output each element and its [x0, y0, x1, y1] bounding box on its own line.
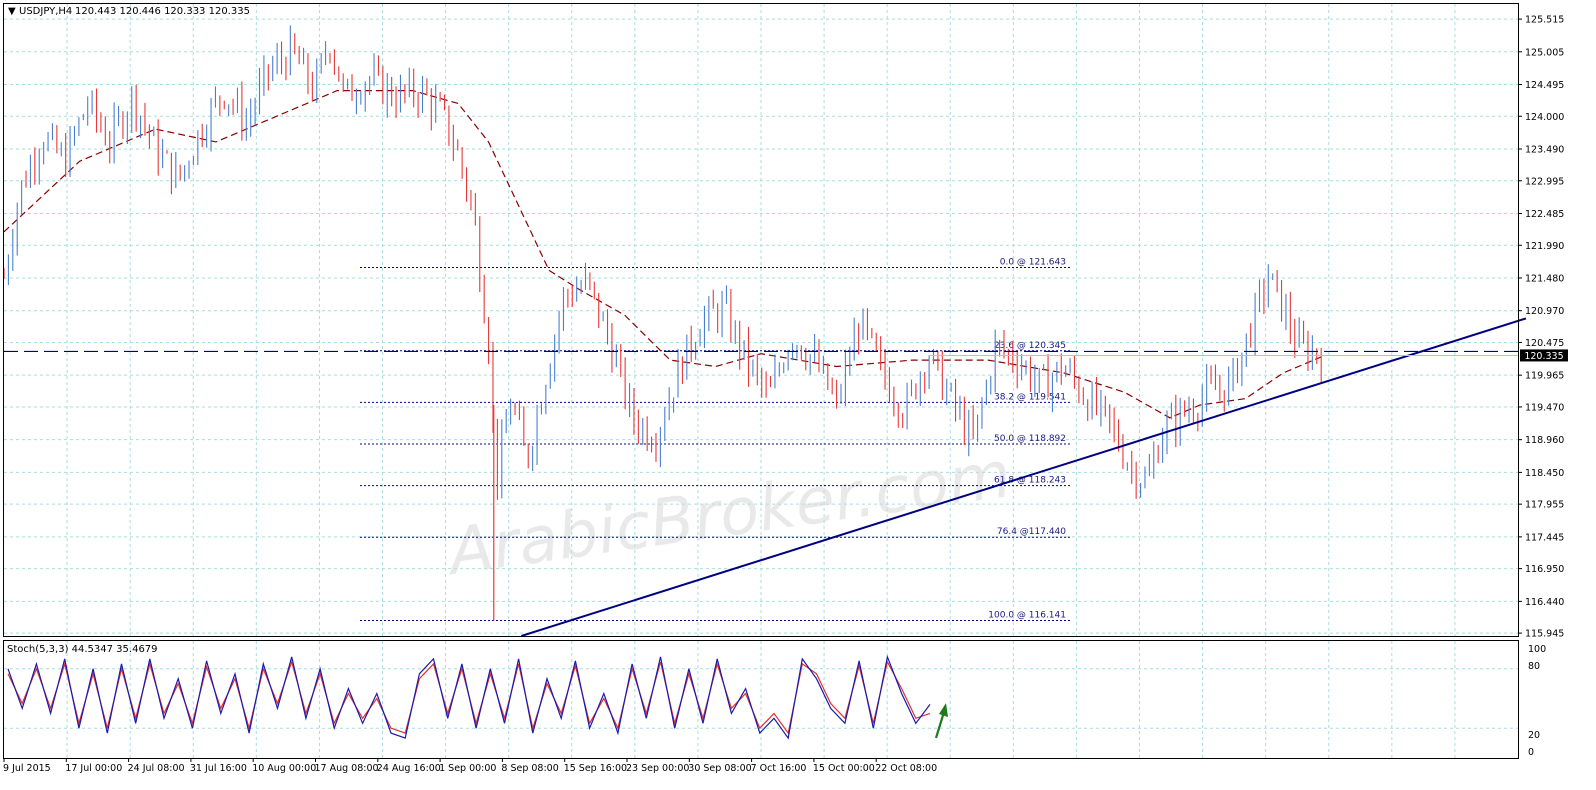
x-tick-label: 8 Sep 08:00	[501, 763, 558, 774]
fib-level-label: 61.8 @ 118.243	[994, 476, 1066, 486]
trendline-line[interactable]	[521, 317, 1527, 637]
current-price-label: 120.335	[1524, 351, 1563, 362]
x-tick-label: 9 Jul 2015	[3, 763, 51, 774]
y-tick-label: 125.515	[1525, 15, 1564, 26]
moving-average	[3, 90, 1322, 419]
stochastic-panel-border	[3, 640, 1519, 759]
y-tick-label: 121.990	[1525, 241, 1564, 252]
y-tick-label: 118.960	[1525, 435, 1564, 446]
x-tick-label: 1 Sep 00:00	[439, 763, 496, 774]
y-tick-label: 117.445	[1525, 532, 1564, 543]
stoch-scale-20: 20	[1528, 730, 1540, 741]
fib-level-label: 50.0 @ 118.892	[994, 434, 1066, 444]
y-tick-label: 123.490	[1525, 145, 1564, 156]
price-axis: 125.515 125.005 124.495 124.000 123.490 122.9…	[1518, 15, 1564, 640]
stoch-scale-100: 100	[1528, 644, 1546, 655]
y-tick-label: 122.485	[1525, 209, 1564, 220]
price-panel-border	[3, 3, 1519, 637]
fib-level-label: 23.6 @ 120.345	[994, 341, 1066, 351]
y-tick-label: 118.450	[1525, 468, 1564, 479]
moving-average-line	[3, 90, 1322, 419]
x-tick-label: 30 Sep 08:00	[688, 763, 751, 774]
x-tick-label: 17 Jul 00:00	[65, 763, 122, 774]
stoch-scale-80: 80	[1528, 661, 1540, 672]
stoch-main-line	[7, 654, 931, 740]
x-tick-label: 24 Aug 16:00	[377, 763, 441, 774]
trendline[interactable]	[521, 317, 1527, 637]
x-tick-label: 31 Jul 16:00	[190, 763, 247, 774]
x-tick-label: 22 Oct 08:00	[875, 763, 937, 774]
time-axis: 9 Jul 2015 17 Jul 00:00 24 Jul 08:00 31 Jul…	[3, 758, 937, 774]
x-tick-label: 15 Sep 16:00	[564, 763, 627, 774]
current-price-line	[4, 350, 1518, 356]
y-tick-label: 121.480	[1525, 273, 1564, 284]
current-price-tag: 120.335	[1520, 349, 1568, 362]
x-tick-label: 15 Oct 00:00	[813, 763, 875, 774]
ohlc-values: 120.443 120.446 120.333 120.335	[75, 6, 250, 17]
y-tick-label: 115.945	[1525, 629, 1564, 640]
fib-level-label: 100.0 @ 116.141	[988, 611, 1066, 621]
y-tick-label: 116.440	[1525, 597, 1564, 608]
y-tick-label: 117.955	[1525, 500, 1564, 511]
dropdown-arrow-icon[interactable]: ▼	[8, 6, 16, 17]
y-tick-label: 119.470	[1525, 402, 1564, 413]
up-arrow-icon	[934, 703, 948, 739]
y-tick-label: 116.950	[1525, 564, 1564, 575]
x-tick-label: 24 Jul 08:00	[128, 763, 185, 774]
stoch-scale-0: 0	[1528, 747, 1534, 758]
fib-level-label: 0.0 @ 121.643	[1000, 258, 1066, 268]
fib-level-label: 38.2 @ 119.541	[994, 392, 1066, 402]
x-tick-label: 7 Oct 16:00	[751, 763, 807, 774]
y-tick-label: 119.965	[1525, 371, 1564, 382]
stochastic-label: Stoch(5,3,3) 44.5347 35.4679	[7, 644, 158, 655]
fib-level-label: 76.4 @117.440	[997, 527, 1066, 537]
price-candles	[3, 25, 1322, 621]
fibonacci-retracement[interactable]: 0.0 @ 121.643 23.6 @ 120.345 38.2 @ 119.54…	[360, 258, 1070, 622]
y-tick-label: 124.000	[1525, 112, 1564, 123]
y-tick-label: 120.475	[1525, 338, 1564, 349]
stochastic-oscillator	[7, 654, 931, 740]
x-tick-label: 23 Sep 00:00	[626, 763, 689, 774]
x-tick-label: 17 Aug 08:00	[315, 763, 379, 774]
y-tick-label: 122.995	[1525, 176, 1564, 187]
symbol-label: USDJPY,H4	[19, 6, 72, 17]
x-tick-label: 10 Aug 00:00	[252, 763, 316, 774]
y-tick-label: 120.970	[1525, 306, 1564, 317]
y-tick-label: 124.495	[1525, 80, 1564, 91]
y-tick-label: 125.005	[1525, 47, 1564, 58]
